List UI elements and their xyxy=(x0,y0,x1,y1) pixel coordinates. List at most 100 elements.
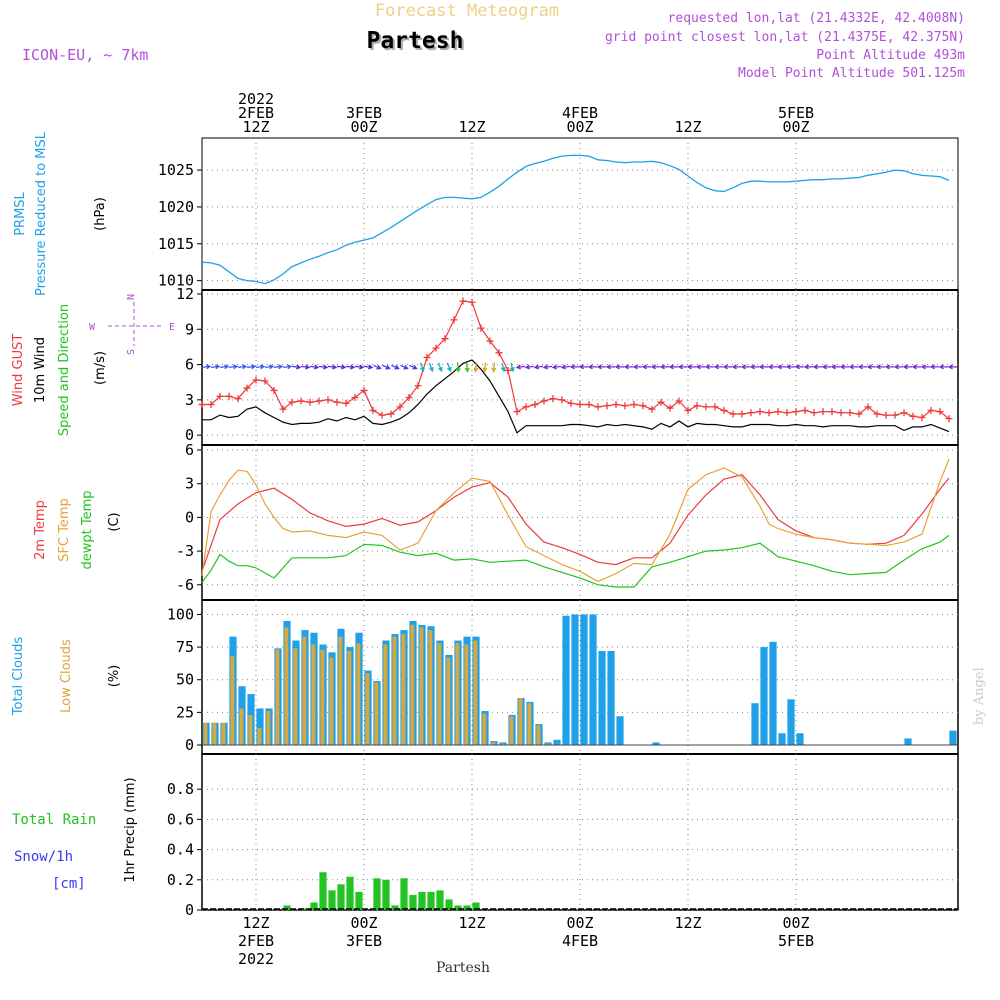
gust-marker xyxy=(270,386,278,394)
gust-marker xyxy=(585,401,593,409)
compass-w: W xyxy=(89,322,96,333)
wind-direction-arrow xyxy=(713,364,723,370)
low-cloud-bar xyxy=(365,673,370,745)
gust-marker xyxy=(432,344,440,352)
gust-marker xyxy=(567,399,575,407)
gust-marker xyxy=(279,405,287,413)
y-tick-label: 3 xyxy=(185,475,194,493)
gust-marker xyxy=(486,337,494,345)
gust-marker xyxy=(801,406,809,414)
time-tick-label-top: 00Z xyxy=(566,118,593,136)
time-tick-label-top: 3FEB xyxy=(346,104,382,122)
gust-marker xyxy=(396,403,404,411)
wind-direction-arrow xyxy=(857,364,867,370)
low-cloud-bar xyxy=(455,643,460,745)
low-cloud-bar xyxy=(383,644,388,745)
wind-direction-arrow xyxy=(929,364,939,370)
gust-marker xyxy=(765,409,773,417)
low-cloud-bar xyxy=(446,657,451,745)
low-cloud-bar xyxy=(338,636,343,745)
y-tick-label: 1020 xyxy=(158,198,194,216)
t2m-label: 2m Temp xyxy=(33,500,48,560)
low-cloud-bar xyxy=(212,722,217,745)
wind-direction-arrow xyxy=(273,364,284,370)
gust-marker xyxy=(684,406,692,414)
total-cloud-bar xyxy=(553,739,561,745)
wind-direction-arrow xyxy=(551,364,562,370)
wind-direction-arrow xyxy=(219,364,230,370)
time-tick-label-bottom: 00Z xyxy=(350,914,377,932)
low-clouds-label: Low Clouds xyxy=(59,639,74,713)
gust-marker xyxy=(612,401,620,409)
header-subtitle: Forecast Meteogram xyxy=(375,1,559,21)
time-tick-label-bottom: 2FEB xyxy=(238,932,274,950)
wind-direction-arrow xyxy=(300,364,311,370)
gust-marker xyxy=(792,408,800,416)
gust-marker xyxy=(621,402,629,410)
wind-direction-arrow xyxy=(938,364,948,370)
wind-direction-arrow xyxy=(695,364,705,370)
gust-marker xyxy=(846,409,854,417)
cloud-labels: Total Clouds Low Clouds (%) xyxy=(11,637,122,717)
precip-labels: Total Rain Snow/1h [cm] 1hr Precip (mm) xyxy=(12,777,138,892)
rain-bar xyxy=(418,891,426,910)
gridlines xyxy=(197,138,958,911)
gust-marker xyxy=(720,406,728,414)
rain-bar xyxy=(373,878,381,910)
gust-marker xyxy=(522,403,530,411)
wind-direction-arrow xyxy=(336,364,347,370)
y-tick-label: -6 xyxy=(176,576,194,594)
rain-bar xyxy=(472,902,480,910)
wind-direction-arrow xyxy=(578,364,588,370)
wind-direction-arrow xyxy=(524,364,535,370)
gust-marker xyxy=(927,406,935,414)
low-cloud-bar xyxy=(401,634,406,745)
gust-marker xyxy=(837,409,845,417)
wind-direction-arrow xyxy=(327,364,338,370)
wind-direction-arrow xyxy=(650,364,660,370)
time-tick-label-bottom: 4FEB xyxy=(562,932,598,950)
gust-marker xyxy=(648,405,656,413)
wind-direction-arrow xyxy=(749,364,759,370)
precip-axis-label: 1hr Precip (mm) xyxy=(123,777,138,882)
y-tick-label: 75 xyxy=(176,638,194,656)
gridpoint-coords: grid point closest lon,lat (21.4375E, 42… xyxy=(605,30,965,45)
wind-direction-arrow xyxy=(794,364,804,370)
low-cloud-bar xyxy=(293,648,298,745)
gust-marker xyxy=(819,408,827,416)
wind-direction-arrow xyxy=(560,364,571,370)
gust-marker xyxy=(504,366,512,374)
wind-direction-arrow xyxy=(947,364,957,370)
wind-direction-arrow xyxy=(400,364,409,370)
low-cloud-bar xyxy=(437,643,442,745)
time-tick-label-top: 2022 xyxy=(238,90,274,108)
low-cloud-bar xyxy=(221,722,226,745)
series-line-2m-temp xyxy=(201,474,950,572)
rain-bar xyxy=(427,891,435,910)
wind-direction-arrow xyxy=(428,362,434,373)
gust-marker xyxy=(630,401,638,409)
y-tick-label: 0 xyxy=(185,508,194,526)
y-tick-label: 50 xyxy=(176,671,194,689)
wind-direction-arrow xyxy=(821,364,831,370)
wind-direction-arrow xyxy=(409,364,418,370)
model-label: ICON-EU, ~ 7km xyxy=(22,46,148,64)
wind-direction-arrow xyxy=(491,362,497,373)
dewpt-label: dewpt Temp xyxy=(80,490,95,569)
wind-direction-arrow xyxy=(264,364,275,370)
series-line-sfc-temp xyxy=(201,458,950,583)
point-altitude: Point Altitude 493m xyxy=(816,48,965,63)
low-cloud-bar xyxy=(203,722,208,745)
gust-marker xyxy=(459,297,467,305)
snow-unit: [cm] xyxy=(52,876,86,892)
gust-marker xyxy=(495,349,503,357)
wind-direction-arrow xyxy=(318,364,329,370)
series-line-prmsl xyxy=(201,154,950,285)
credit-watermark: by Angel xyxy=(972,667,987,725)
total-cloud-bar xyxy=(778,733,786,745)
gust-marker xyxy=(252,376,260,384)
y-tick-label: 3 xyxy=(185,391,194,409)
gust-marker xyxy=(873,410,881,418)
total-cloud-bar xyxy=(949,730,957,745)
